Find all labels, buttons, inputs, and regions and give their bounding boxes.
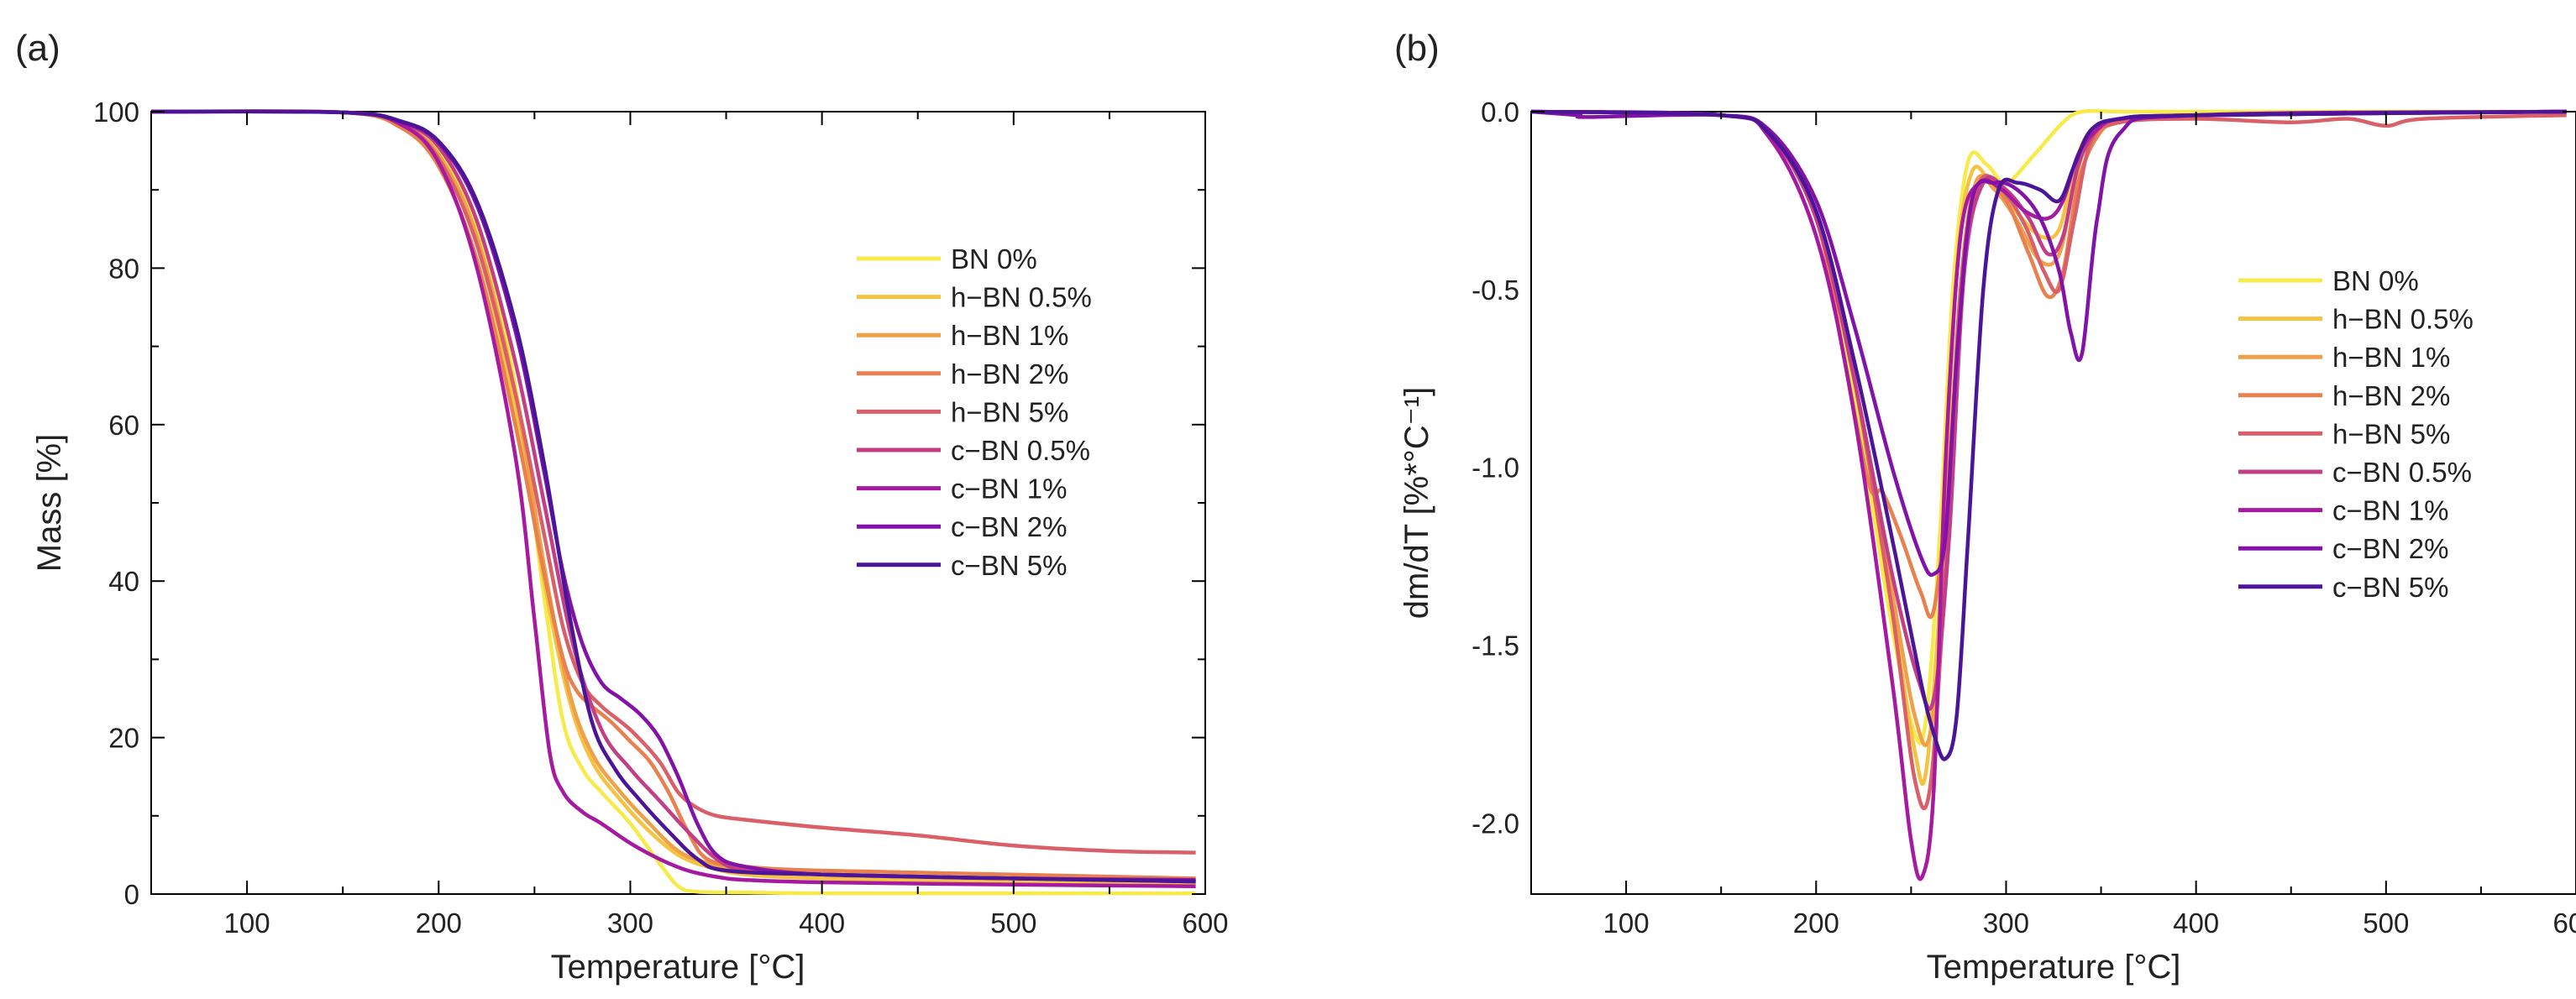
- x-tick-label-b-600: 600: [2552, 907, 2576, 939]
- y-tick-label-a-4: 80: [108, 253, 139, 284]
- legend-label-a-5: c−BN 0.5%: [951, 435, 1090, 466]
- x-axis-label-b: Temperature [°C]: [1927, 949, 2181, 986]
- x-tick-label-b-400: 400: [2173, 907, 2219, 939]
- panel-label-a: (a): [15, 28, 60, 69]
- y-tick-label-b-3: -1.5: [1472, 630, 1519, 661]
- legend-b: BN 0% h−BN 0.5% h−BN 1% h−BN 2% h−BN 5% c−BN …: [2238, 265, 2474, 603]
- plot-frame-b: [1530, 111, 2576, 895]
- x-tick-label-a-500: 500: [990, 907, 1036, 939]
- legend-label-a-0: BN 0%: [951, 243, 1037, 275]
- ticks-group-b: 100 200 300 400 500 600 0.0 -0.5 -1.0 -1.5 -2.0: [1472, 97, 2576, 939]
- y-tick-label-a-2: 40: [108, 566, 139, 597]
- legend-label-a-2: h−BN 1%: [951, 320, 1068, 351]
- series-line-a-0: [150, 109, 1196, 896]
- series-line-b-7: [1530, 109, 2567, 578]
- y-tick-label-a-1: 20: [108, 723, 139, 754]
- x-tick-label-b-200: 200: [1793, 907, 1839, 939]
- legend-label-b-1: h−BN 0.5%: [2332, 304, 2474, 335]
- legend-label-a-7: c−BN 2%: [951, 511, 1067, 542]
- legend-label-b-6: c−BN 1%: [2332, 495, 2448, 526]
- series-line-b-8: [1530, 109, 2567, 761]
- y-tick-label-a-5: 100: [93, 97, 139, 128]
- series-line-a-6: [150, 109, 1196, 888]
- legend-label-b-0: BN 0%: [2332, 265, 2419, 296]
- x-tick-label-b-100: 100: [1603, 907, 1650, 939]
- legend-a: BN 0% h−BN 0.5% h−BN 1% h−BN 2% h−BN 5% c−BN …: [857, 243, 1092, 581]
- y-axis-label-b: dm/dT [%*°C⁻¹]: [1398, 387, 1435, 619]
- y-tick-label-b-4: -2.0: [1472, 808, 1519, 839]
- series-group-a: [150, 109, 1196, 896]
- y-tick-label-a-0: 0: [124, 879, 139, 910]
- legend-label-a-4: h−BN 5%: [951, 396, 1068, 427]
- x-tick-label-a-300: 300: [607, 907, 653, 939]
- legend-label-a-1: h−BN 0.5%: [951, 282, 1092, 313]
- legend-label-a-8: c−BN 5%: [951, 550, 1067, 581]
- series-line-a-4: [150, 109, 1196, 855]
- y-axis-label-a: Mass [%]: [31, 434, 68, 572]
- x-tick-label-b-500: 500: [2363, 907, 2409, 939]
- x-tick-label-a-200: 200: [416, 907, 462, 939]
- legend-label-b-7: c−BN 2%: [2332, 533, 2448, 564]
- x-tick-label-a-100: 100: [224, 907, 270, 939]
- legend-label-b-2: h−BN 1%: [2332, 342, 2450, 373]
- series-group-b: [1530, 108, 2567, 881]
- chart-b: 100 200 300 400 500 600 0.0 -0.5 -1.0 -1.5 -2.0 Te…: [1398, 97, 2576, 986]
- x-tick-label-b-300: 300: [1983, 907, 2029, 939]
- legend-label-a-3: h−BN 2%: [951, 358, 1068, 390]
- y-tick-label-b-2: -1.0: [1472, 452, 1519, 484]
- legend-label-a-6: c−BN 1%: [951, 473, 1067, 505]
- y-tick-label-b-0: 0.0: [1481, 97, 1519, 128]
- y-tick-label-b-1: -0.5: [1472, 275, 1519, 306]
- x-tick-label-a-600: 600: [1182, 907, 1228, 939]
- x-tick-label-a-400: 400: [799, 907, 845, 939]
- legend-label-b-8: c−BN 5%: [2332, 572, 2448, 603]
- x-axis-label-a: Temperature [°C]: [551, 949, 805, 986]
- chart-a: 100 200 300 400 500 600 0 20 40 60 80 100 Temperatu…: [31, 97, 1229, 986]
- series-line-b-6: [1530, 109, 2567, 881]
- legend-label-b-3: h−BN 2%: [2332, 380, 2450, 411]
- legend-label-b-5: c−BN 0.5%: [2332, 457, 2472, 488]
- ticks-group-a: 100 200 300 400 500 600 0 20 40 60 80 100: [93, 97, 1229, 939]
- series-line-a-8: [150, 109, 1196, 884]
- legend-label-b-4: h−BN 5%: [2332, 418, 2450, 449]
- panel-label-b: (b): [1394, 28, 1440, 69]
- y-tick-label-a-3: 60: [108, 410, 139, 441]
